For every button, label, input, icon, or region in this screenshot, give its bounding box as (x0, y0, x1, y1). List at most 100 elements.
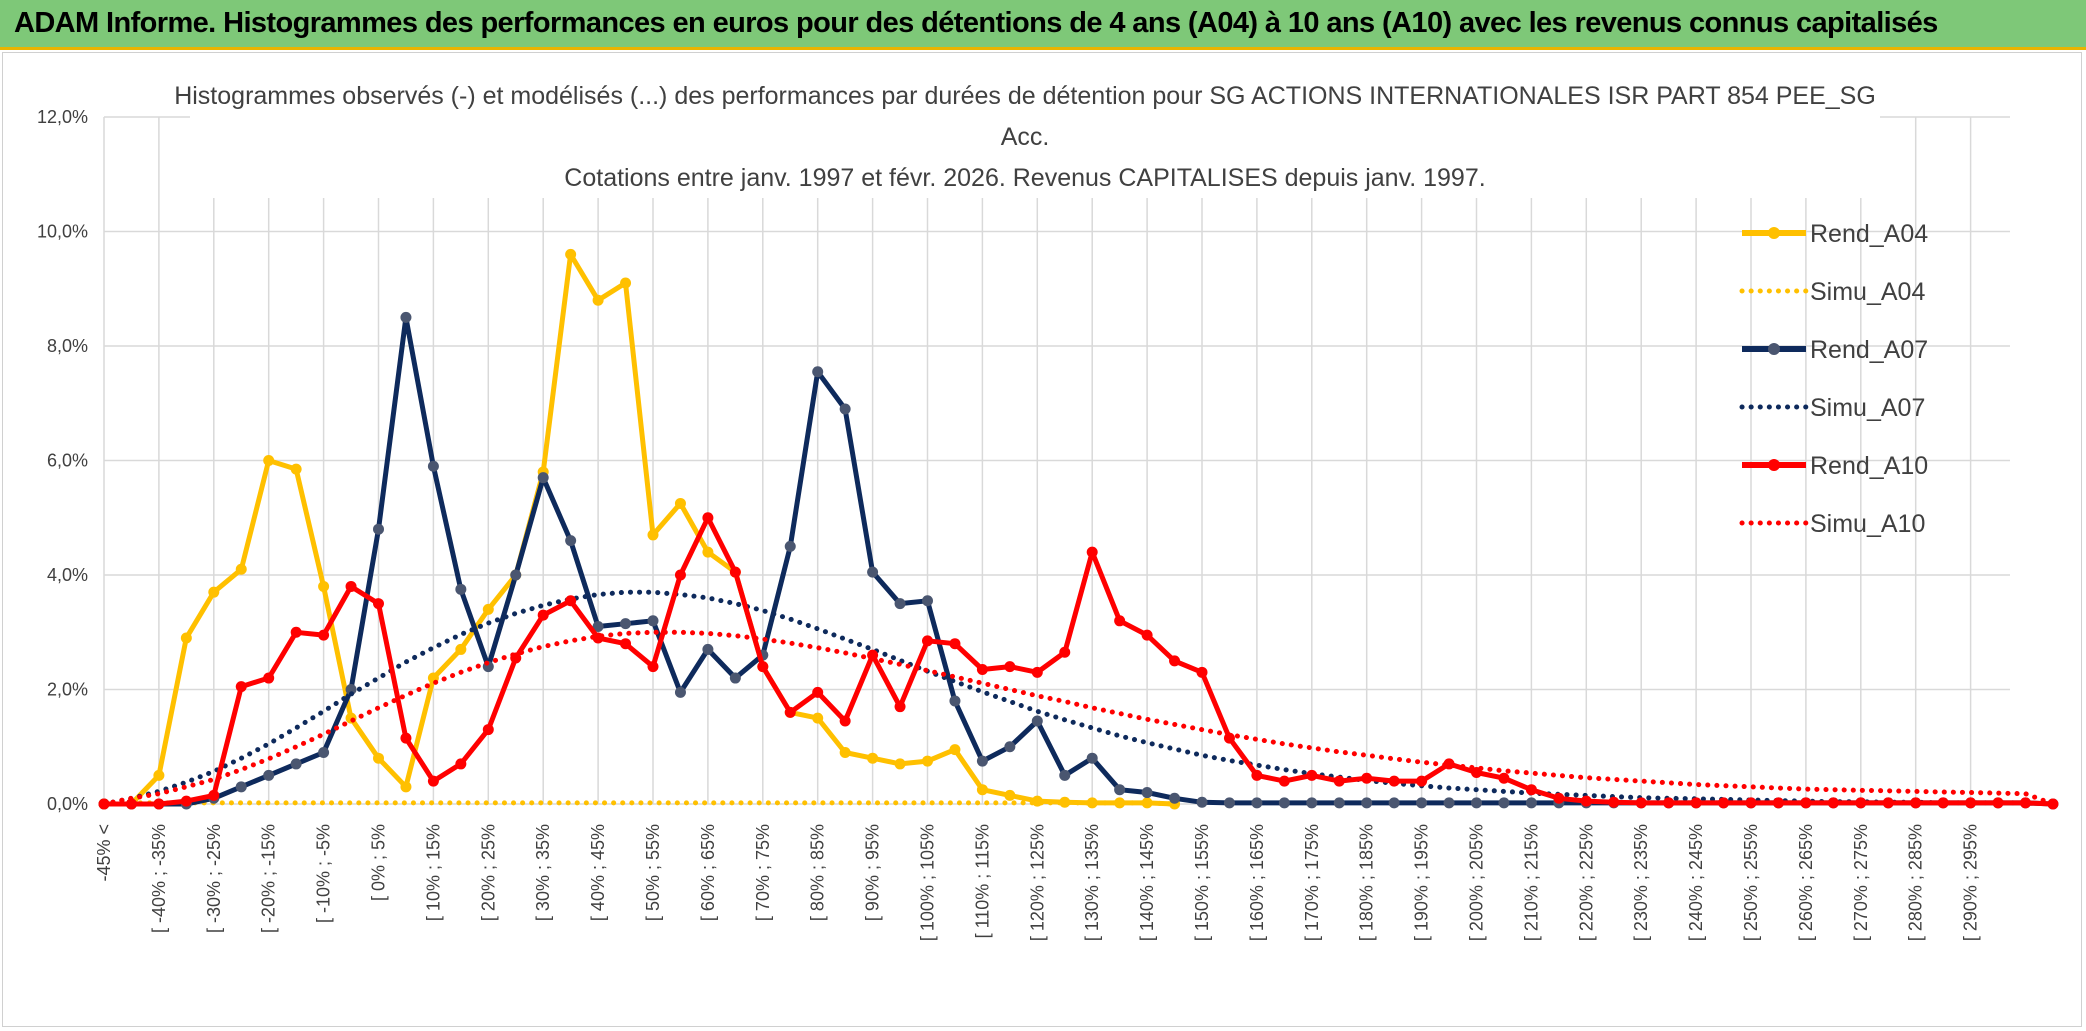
data-point-rend-a10 (812, 686, 824, 698)
x-tick-label: [ 270% ; 275% (1851, 824, 1871, 941)
series-line-simu-a10 (101, 629, 2056, 807)
data-point-rend-a10 (1251, 769, 1263, 781)
data-point-rend-a07 (455, 583, 467, 595)
data-point-rend-a07 (1169, 792, 1181, 804)
data-point-rend-a04 (263, 455, 275, 466)
data-point-rend-a07 (1306, 797, 1318, 809)
data-point-rend-a07 (1251, 797, 1263, 809)
x-tick-label: [ 110% ; 115% (972, 824, 992, 938)
data-point-rend-a04 (345, 712, 357, 724)
data-point-rend-a07 (1416, 797, 1428, 809)
data-point-rend-a04 (400, 781, 412, 793)
x-tick-label: [ -40% ; -35% (149, 824, 169, 933)
data-point-rend-a10 (1827, 797, 1839, 809)
data-point-rend-a07 (373, 523, 384, 535)
data-point-rend-a10 (1608, 796, 1620, 808)
data-point-rend-a04 (867, 752, 879, 764)
data-point-rend-a10 (235, 681, 247, 693)
data-point-rend-a10 (263, 672, 275, 684)
data-point-rend-a07 (620, 618, 632, 630)
x-tick-label: [ -10% ; -5% (314, 824, 334, 923)
data-point-rend-a07 (1525, 797, 1537, 809)
data-point-rend-a10 (153, 798, 165, 810)
legend-label-simu-a04: Simu_A04 (1810, 278, 1925, 306)
data-point-rend-a07 (922, 595, 933, 607)
data-point-rend-a07 (510, 569, 522, 581)
data-point-rend-a10 (1882, 797, 1894, 809)
data-point-rend-a10 (1745, 797, 1757, 809)
data-point-rend-a04 (812, 712, 824, 724)
data-point-rend-a10 (1498, 772, 1510, 784)
data-point-rend-a10 (1690, 797, 1702, 809)
data-point-rend-a10 (1333, 775, 1345, 787)
series-line-rend-a10 (104, 515, 2054, 807)
x-tick-label: [ 60% ; 65% (698, 824, 718, 921)
x-tick-label: [ 20% ; 25% (478, 824, 498, 921)
x-tick-label: [ 180% ; 185% (1357, 824, 1377, 941)
data-point-rend-a10 (867, 649, 879, 661)
x-tick-label: [ 210% ; 215% (1521, 824, 1541, 941)
data-point-rend-a07 (702, 643, 714, 655)
data-point-rend-a10 (729, 566, 741, 578)
data-point-rend-a04 (482, 603, 494, 615)
series-line-rend-a04 (104, 251, 1175, 807)
data-point-rend-a10 (455, 758, 467, 770)
data-point-rend-a10 (1800, 797, 1812, 809)
data-point-rend-a07 (1361, 797, 1373, 809)
data-point-rend-a04 (620, 277, 632, 289)
data-point-rend-a10 (1718, 797, 1730, 809)
x-tick-label: [ 100% ; 105% (918, 824, 938, 941)
data-point-rend-a07 (784, 540, 796, 552)
data-point-rend-a07 (1333, 797, 1345, 809)
legend-label-rend-a04: Rend_A04 (1810, 220, 1928, 248)
data-point-rend-a10 (1937, 797, 1949, 809)
data-point-rend-a07 (1059, 769, 1071, 781)
x-tick-label: [ 50% ; 55% (643, 824, 663, 921)
title-backdrop (190, 74, 1880, 198)
legend-label-simu-a07: Simu_A07 (1810, 394, 1925, 422)
data-point-rend-a10 (1141, 629, 1153, 641)
x-tick-label: [ 260% ; 265% (1796, 824, 1816, 941)
data-point-rend-a10 (290, 626, 302, 638)
legend-marker-rend-a10 (1768, 459, 1780, 471)
data-point-rend-a07 (263, 769, 275, 781)
data-point-rend-a04 (674, 497, 686, 509)
data-point-rend-a07 (1114, 784, 1126, 796)
data-point-rend-a07 (1498, 797, 1510, 809)
data-point-rend-a10 (1910, 797, 1922, 809)
data-point-rend-a07 (1278, 797, 1290, 809)
data-point-rend-a07 (1031, 715, 1043, 727)
data-point-rend-a10 (1004, 661, 1016, 673)
data-point-rend-a07 (592, 621, 604, 633)
x-tick-label: [ 250% ; 255% (1741, 824, 1761, 941)
chart-title: Histogrammes observés (-) et modélisés (… (174, 82, 1876, 192)
legend-label-rend-a10: Rend_A10 (1810, 452, 1928, 480)
data-point-rend-a07 (318, 746, 330, 758)
y-tick-label: 0,0% (47, 794, 88, 814)
x-tick-label: [ 230% ; 235% (1631, 824, 1651, 941)
data-point-rend-a04 (1114, 797, 1126, 809)
series-line-simu-a07 (101, 589, 2056, 807)
data-point-rend-a04 (318, 580, 330, 592)
data-point-rend-a10 (949, 638, 961, 650)
x-tick-label: [ 0% ; 5% (369, 824, 389, 901)
x-tick-label: [ 240% ; 245% (1686, 824, 1706, 941)
data-point-rend-a07 (1471, 797, 1482, 809)
data-point-rend-a10 (894, 701, 906, 713)
x-tick-label: [ 120% ; 125% (1027, 824, 1047, 941)
data-point-rend-a04 (894, 758, 906, 770)
report-banner: ADAM Informe. Histogrammes des performan… (0, 0, 2086, 50)
x-tick-label: [ 220% ; 225% (1576, 824, 1596, 941)
x-tick-label: [ -30% ; -25% (204, 824, 224, 933)
data-point-rend-a10 (1278, 775, 1290, 787)
legend-marker-rend-a07 (1768, 343, 1780, 355)
data-point-rend-a10 (1855, 797, 1867, 809)
data-point-rend-a10 (1580, 795, 1592, 807)
y-tick-label: 12,0% (37, 107, 88, 127)
data-point-rend-a10 (427, 775, 439, 787)
data-point-rend-a10 (345, 580, 357, 592)
data-point-rend-a07 (235, 781, 247, 793)
data-point-rend-a10 (482, 724, 494, 736)
data-point-rend-a10 (1965, 797, 1977, 809)
data-point-rend-a07 (949, 695, 961, 707)
